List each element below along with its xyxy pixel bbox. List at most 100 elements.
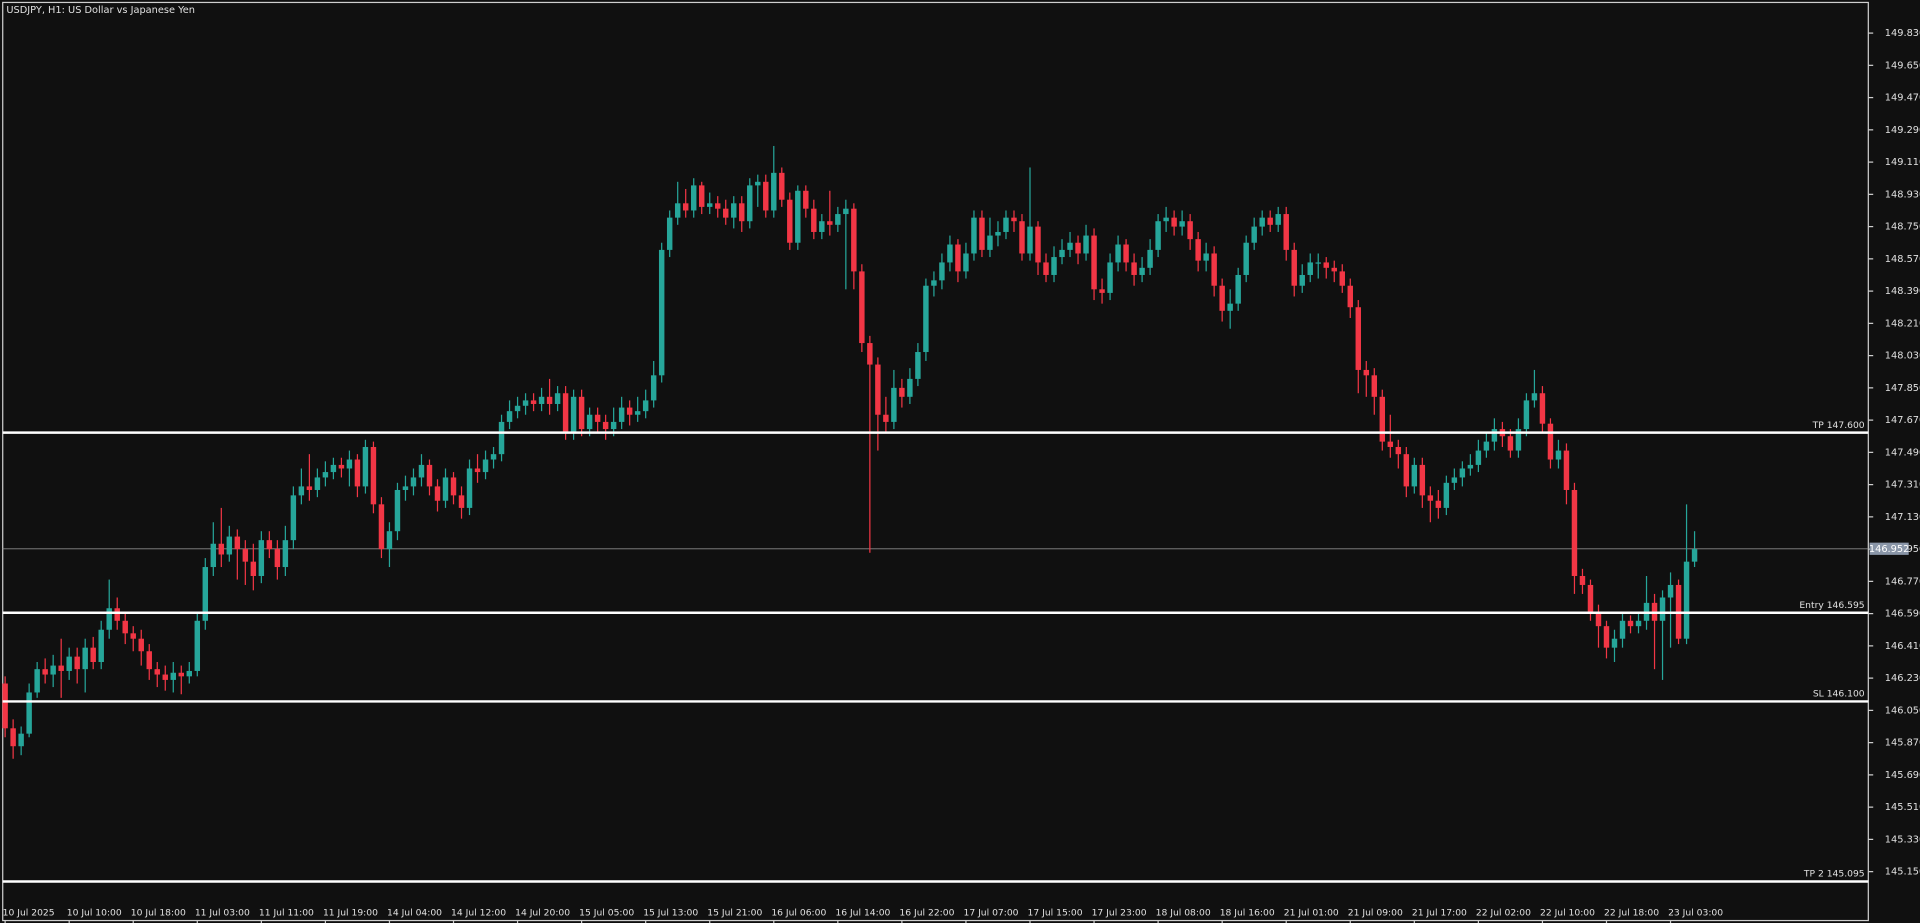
- candle-body: [1179, 221, 1185, 227]
- candle-body: [1067, 242, 1073, 250]
- x-tick-label: 16 Jul 14:00: [835, 908, 890, 919]
- candle-body: [570, 396, 577, 433]
- candle-body: [795, 190, 801, 243]
- candle-body: [1243, 242, 1249, 275]
- y-tick-label: 148.570: [1885, 254, 1920, 265]
- y-tick-label: 146.770: [1885, 576, 1920, 587]
- candle-body: [867, 343, 873, 365]
- candle-body: [1427, 495, 1434, 501]
- candle-body: [1211, 253, 1217, 286]
- candle-body: [338, 464, 345, 469]
- candle-body: [218, 543, 225, 555]
- candle-body: [626, 407, 633, 415]
- candle-body: [362, 446, 369, 487]
- y-tick-label: 148.930: [1885, 189, 1920, 200]
- candle-body: [210, 543, 217, 568]
- candle-body: [1531, 393, 1538, 401]
- candle-body: [298, 486, 305, 496]
- candle-body: [18, 733, 24, 747]
- candle-body: [787, 199, 793, 243]
- x-tick-label: 21 Jul 01:00: [1284, 908, 1339, 919]
- candle-body: [2, 683, 8, 729]
- y-tick-label: 148.750: [1885, 222, 1920, 233]
- x-tick-label: 18 Jul 16:00: [1220, 908, 1275, 919]
- candle-body: [242, 549, 249, 562]
- candle-body: [995, 231, 1001, 236]
- candle-body: [1147, 249, 1153, 268]
- candle-body: [1379, 396, 1386, 442]
- candle-body: [1227, 303, 1233, 311]
- candle-body: [843, 208, 849, 215]
- candle-body: [1403, 454, 1410, 487]
- candle-body: [1259, 217, 1265, 227]
- candle-body: [1355, 307, 1361, 370]
- candle-body: [963, 253, 969, 272]
- candle-body: [1691, 549, 1698, 562]
- candle-body: [146, 651, 152, 670]
- candle-body: [947, 244, 953, 263]
- candle-body: [386, 531, 393, 550]
- candle-body: [482, 459, 489, 473]
- candle-body: [346, 459, 353, 469]
- candle-body: [803, 190, 809, 209]
- candle-body: [634, 411, 641, 415]
- candle-body: [90, 647, 96, 662]
- x-tick-label: 11 Jul 11:00: [259, 908, 314, 919]
- x-tick-label: 17 Jul 15:00: [1028, 908, 1083, 919]
- candle-body: [771, 172, 777, 211]
- candle-body: [538, 396, 545, 404]
- candle-body: [234, 536, 241, 550]
- candle-body: [1555, 450, 1562, 460]
- y-tick-label: 148.390: [1885, 286, 1920, 297]
- x-tick-label: 16 Jul 22:00: [899, 908, 954, 919]
- x-tick-label: 21 Jul 17:00: [1412, 908, 1467, 919]
- candle-body: [931, 280, 937, 286]
- candle-body: [434, 486, 441, 501]
- candle-body: [586, 414, 593, 430]
- candle-body: [1435, 500, 1442, 508]
- candle-body: [1187, 221, 1193, 240]
- x-tick-label: 16 Jul 06:00: [771, 908, 826, 919]
- candle-body: [1419, 464, 1426, 496]
- candle-body: [1579, 575, 1586, 585]
- candle-body: [474, 468, 481, 473]
- x-tick-label: 10 Jul 10:00: [67, 908, 122, 919]
- candle-body: [1387, 441, 1394, 447]
- candle-body: [450, 477, 457, 496]
- candle-body: [707, 203, 713, 207]
- candle-body: [1611, 638, 1618, 648]
- y-tick-label: 147.310: [1885, 480, 1920, 491]
- x-tick-label: 10 Jul 2025: [3, 908, 55, 919]
- candle-body: [66, 656, 72, 671]
- candle-body: [698, 185, 705, 207]
- y-tick-label: 145.330: [1885, 834, 1920, 845]
- candle-body: [490, 454, 497, 460]
- level-label: TP 2 145.095: [1803, 869, 1865, 880]
- y-tick-label: 145.510: [1885, 802, 1920, 813]
- x-tick-label: 15 Jul 05:00: [579, 908, 634, 919]
- candle-body: [899, 387, 905, 397]
- candle-body: [1363, 369, 1370, 376]
- candle-body: [266, 540, 273, 550]
- candle-body: [1299, 274, 1305, 286]
- candle-body: [194, 620, 201, 671]
- candle-body: [274, 549, 281, 568]
- candle-body: [1571, 489, 1578, 576]
- candle-body: [1667, 584, 1674, 598]
- candle-body: [1603, 626, 1610, 648]
- candle-body: [306, 486, 313, 490]
- candle-body: [1619, 620, 1626, 639]
- candle-body: [1155, 221, 1161, 250]
- candle-body: [650, 375, 657, 401]
- candle-body: [1563, 450, 1570, 490]
- x-tick-label: 22 Jul 10:00: [1540, 908, 1595, 919]
- candle-body: [1539, 393, 1546, 424]
- candle-body: [1443, 482, 1450, 508]
- candle-body: [410, 477, 417, 487]
- candle-body: [98, 629, 104, 662]
- candle-body: [178, 672, 184, 677]
- candle-body: [1123, 244, 1129, 263]
- y-tick-label: 148.210: [1885, 318, 1920, 329]
- candle-body: [522, 400, 529, 406]
